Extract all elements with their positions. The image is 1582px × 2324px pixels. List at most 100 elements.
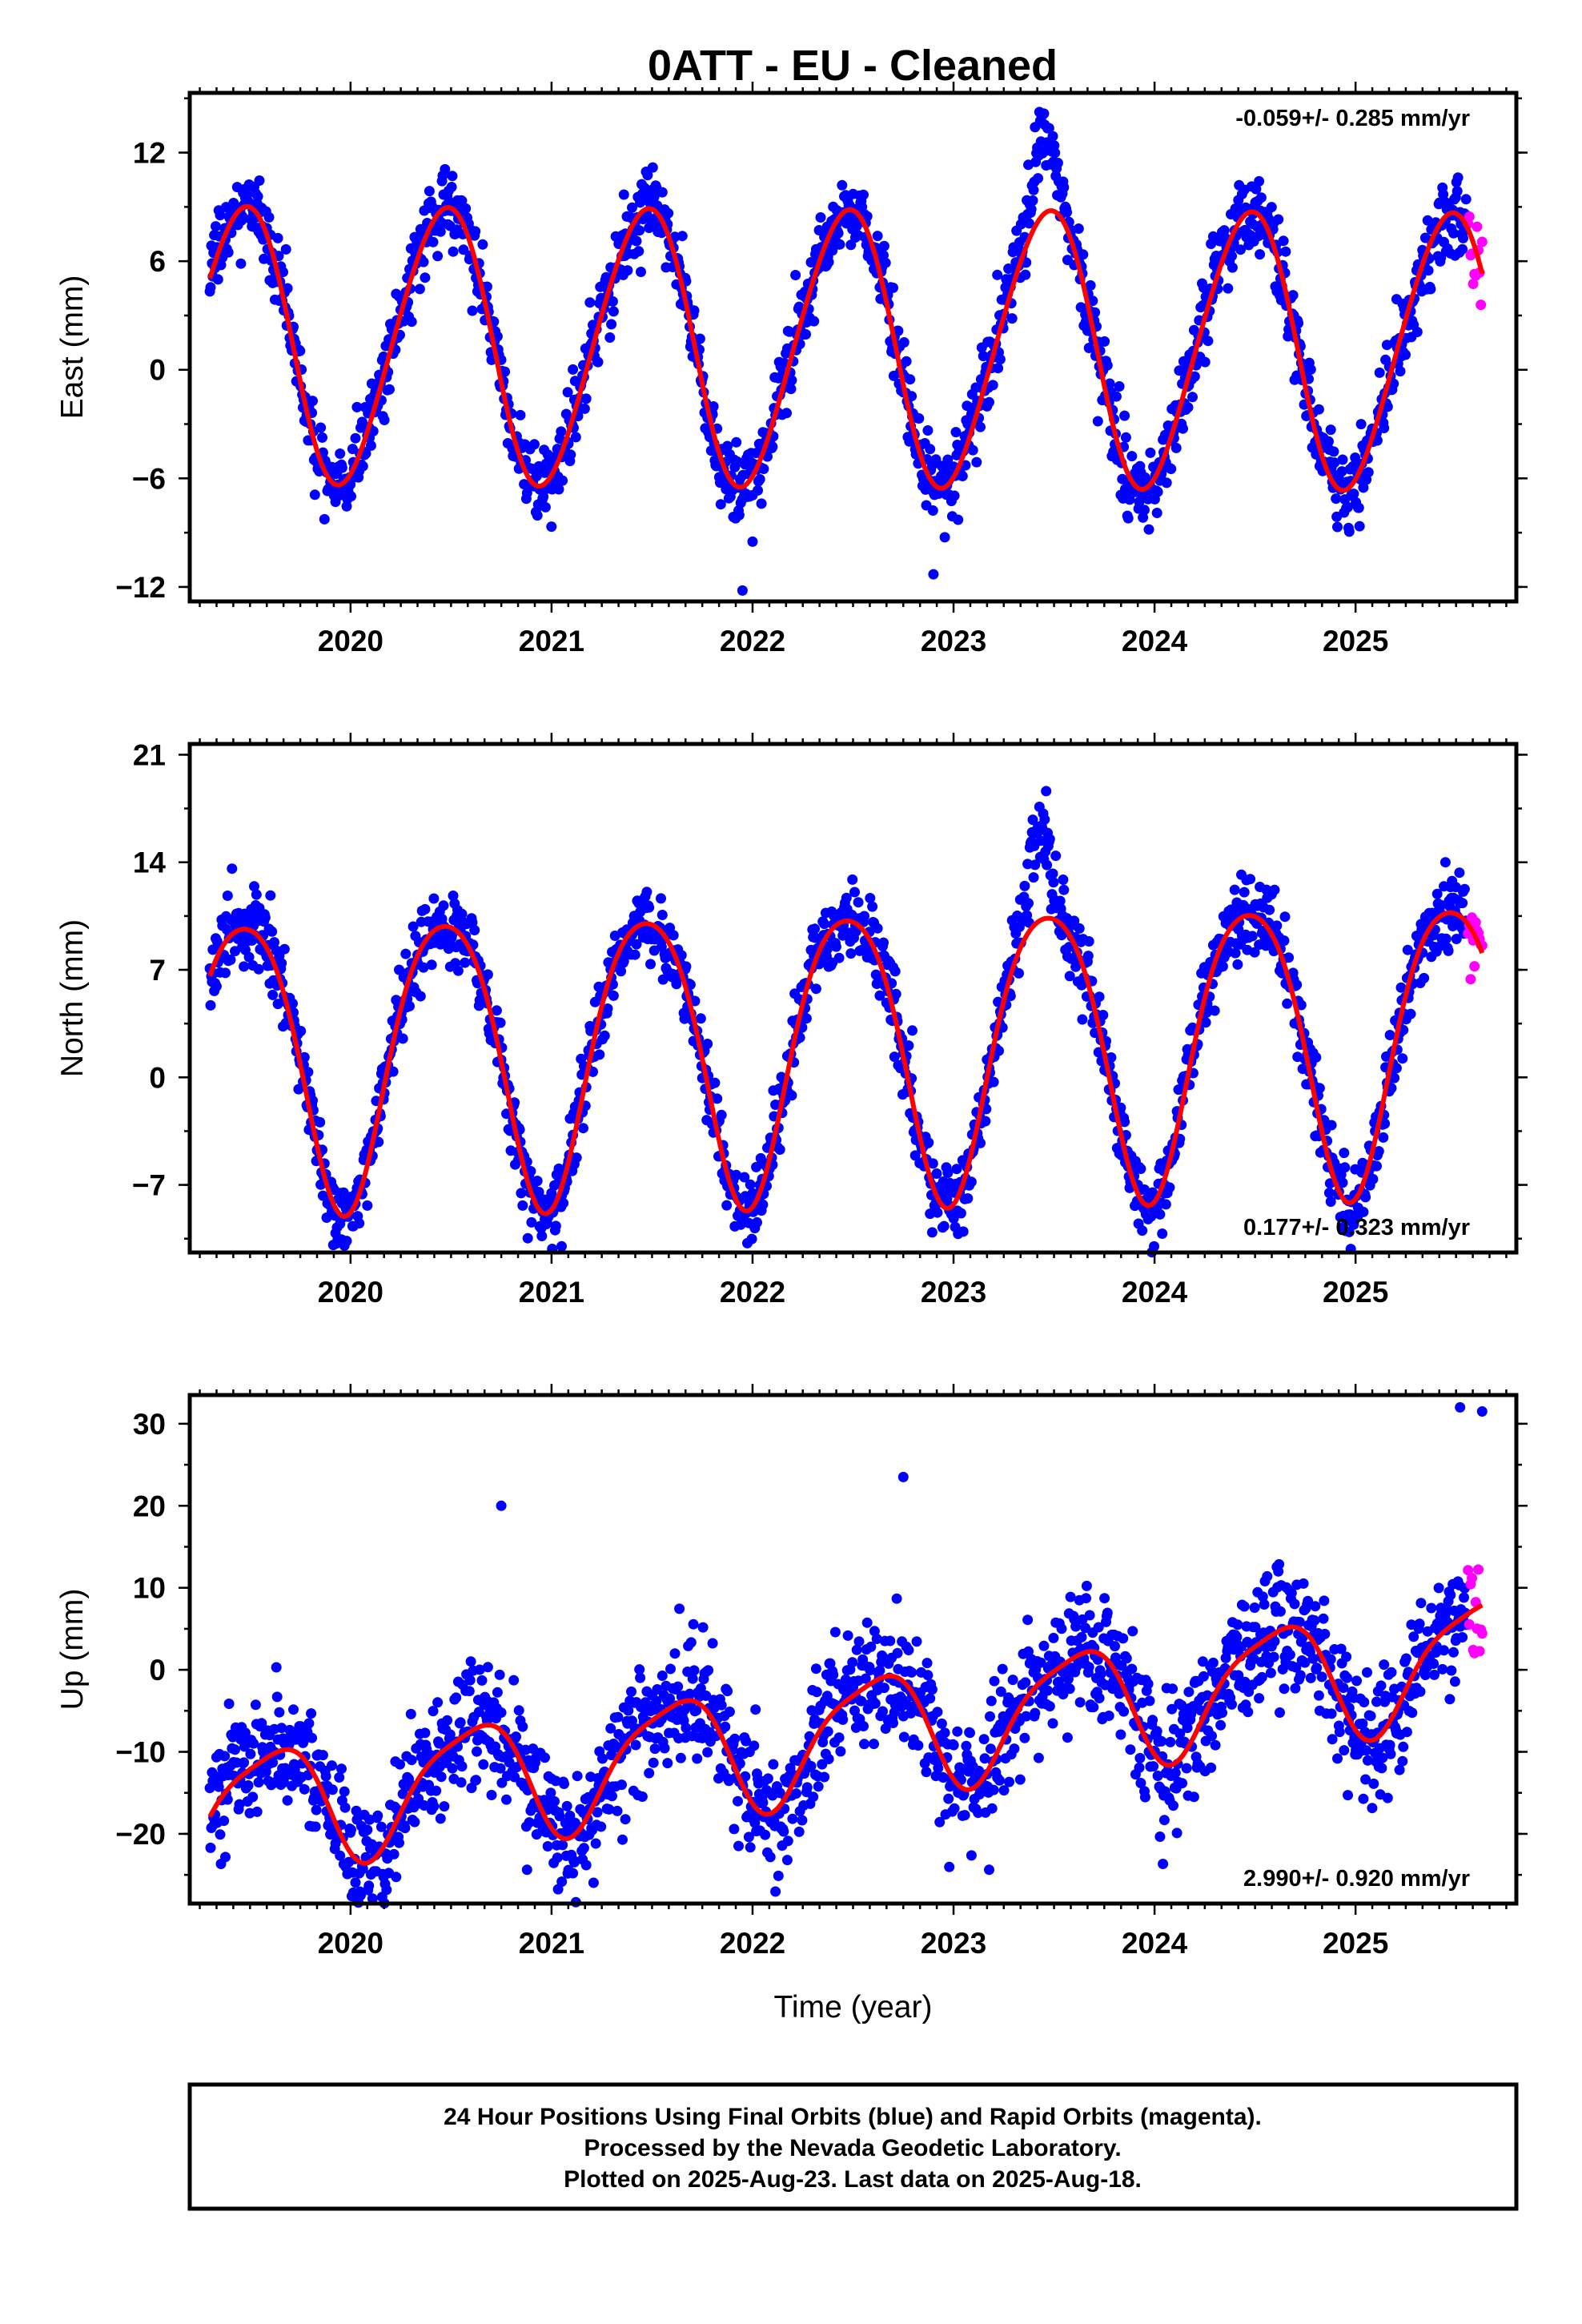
final-orbit-point xyxy=(724,1707,735,1717)
final-orbit-point xyxy=(865,1641,877,1652)
final-orbit-point xyxy=(1314,1083,1325,1094)
final-orbit-point xyxy=(669,1648,681,1659)
final-orbit-point xyxy=(362,1200,373,1211)
final-orbit-point xyxy=(447,1763,458,1774)
final-orbit-point xyxy=(482,1662,493,1673)
final-orbit-point xyxy=(786,1090,797,1101)
final-orbit-point xyxy=(872,231,883,242)
final-orbit-point xyxy=(737,585,748,596)
final-orbit-point xyxy=(622,265,633,276)
final-orbit-point xyxy=(1028,872,1039,883)
final-orbit-point xyxy=(1389,1072,1400,1084)
final-orbit-point xyxy=(492,1687,503,1698)
final-orbit-point xyxy=(477,239,488,250)
final-orbit-point xyxy=(841,892,852,903)
x-tick-label: 2021 xyxy=(519,1276,584,1309)
final-orbit-point xyxy=(829,1626,841,1638)
final-orbit-point xyxy=(752,1216,762,1228)
final-orbit-point xyxy=(616,966,627,977)
final-orbit-point xyxy=(1229,884,1240,895)
final-orbit-point xyxy=(253,963,264,975)
final-orbit-point xyxy=(1014,967,1024,979)
final-orbit-point xyxy=(627,202,637,213)
y-tick-label: 7 xyxy=(149,954,166,987)
final-orbit-point xyxy=(524,1817,535,1828)
final-orbit-point xyxy=(958,1226,969,1237)
x-tick-label: 2025 xyxy=(1323,625,1388,657)
final-orbit-point xyxy=(995,1686,1006,1697)
final-orbit-point xyxy=(239,1757,250,1768)
final-orbit-point xyxy=(602,1003,613,1014)
final-orbit-point xyxy=(317,432,327,443)
final-orbit-point xyxy=(1459,883,1470,895)
final-orbit-point xyxy=(360,1852,371,1863)
final-orbit-point xyxy=(276,1723,287,1734)
final-orbit-point xyxy=(1447,921,1459,931)
final-orbit-point xyxy=(579,403,590,414)
final-orbit-point xyxy=(926,1684,938,1695)
final-orbit-point xyxy=(823,256,834,267)
final-orbit-point xyxy=(971,456,982,468)
final-orbit-point xyxy=(486,1790,497,1800)
final-orbit-point xyxy=(938,1772,949,1783)
final-orbit-point xyxy=(891,1593,902,1604)
final-orbit-point xyxy=(580,1860,592,1871)
final-orbit-point xyxy=(1203,336,1214,347)
final-orbit-point xyxy=(367,1893,378,1904)
final-orbit-point xyxy=(1339,1148,1350,1159)
final-orbit-point xyxy=(627,1715,637,1727)
final-orbit-point xyxy=(773,1870,784,1881)
final-orbit-point xyxy=(1230,947,1241,959)
final-orbit-point xyxy=(546,521,557,533)
final-orbit-point xyxy=(307,1732,318,1743)
final-orbit-point xyxy=(1082,951,1094,962)
final-orbit-point xyxy=(251,1806,263,1817)
final-orbit-point xyxy=(943,1793,954,1804)
final-orbit-point xyxy=(647,162,658,173)
final-orbit-point xyxy=(805,1760,817,1771)
x-tick-label: 2020 xyxy=(318,1276,383,1309)
y-tick-label: 0 xyxy=(149,1061,166,1094)
final-orbit-point xyxy=(1044,1701,1055,1712)
final-orbit-point xyxy=(1073,223,1084,234)
final-orbit-point xyxy=(409,1816,420,1827)
final-orbit-point xyxy=(439,1801,450,1812)
final-orbit-point xyxy=(988,1076,999,1088)
final-orbit-point xyxy=(391,1872,402,1883)
final-orbit-point xyxy=(837,1714,849,1725)
final-orbit-point xyxy=(533,1187,544,1197)
final-orbit-point xyxy=(833,227,844,239)
y-tick-label: −12 xyxy=(115,571,166,604)
final-orbit-point xyxy=(635,197,646,208)
final-orbit-point xyxy=(811,1687,822,1698)
final-orbit-point xyxy=(1378,1132,1389,1143)
final-orbit-point xyxy=(1050,147,1061,159)
final-orbit-point xyxy=(504,1757,515,1768)
final-orbit-point xyxy=(994,354,1006,365)
final-orbit-point xyxy=(869,1698,881,1709)
final-orbit-point xyxy=(448,246,459,257)
final-orbit-point xyxy=(634,225,645,236)
final-orbit-point xyxy=(979,1753,990,1764)
final-orbit-point xyxy=(1374,367,1385,378)
final-orbit-point xyxy=(1287,290,1299,301)
final-orbit-point xyxy=(733,1795,743,1807)
final-orbit-point xyxy=(1014,1774,1026,1785)
final-orbit-point xyxy=(695,1683,706,1694)
final-orbit-point xyxy=(659,1743,670,1754)
final-orbit-point xyxy=(1247,931,1258,942)
final-orbit-point xyxy=(557,475,568,486)
final-orbit-point xyxy=(1027,195,1038,206)
final-orbit-point xyxy=(1227,262,1238,273)
final-orbit-point xyxy=(336,462,347,473)
final-orbit-point xyxy=(989,1675,1000,1687)
final-orbit-point xyxy=(605,1723,616,1734)
final-orbit-point xyxy=(911,1636,922,1647)
final-orbit-point xyxy=(975,421,986,432)
final-orbit-point xyxy=(1382,401,1393,412)
final-orbit-point xyxy=(1209,1005,1220,1016)
final-orbit-point xyxy=(438,900,449,911)
final-orbit-point xyxy=(1391,1063,1402,1074)
final-orbit-point xyxy=(295,1026,307,1036)
